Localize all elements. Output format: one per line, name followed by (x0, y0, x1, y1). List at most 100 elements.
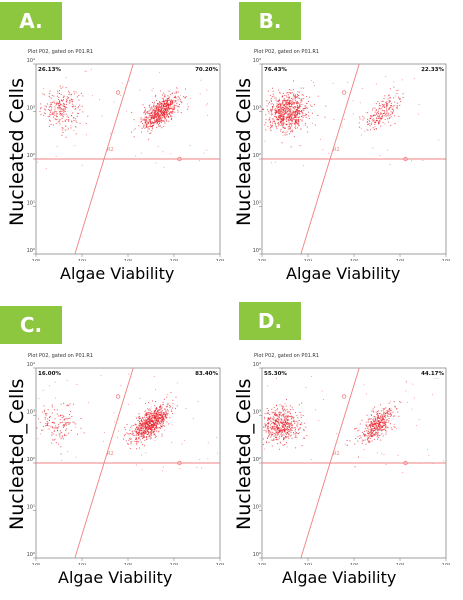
scatter-point (285, 421, 287, 423)
scatter-point (167, 104, 169, 106)
scatter-point (64, 422, 66, 424)
scatter-point (277, 428, 279, 430)
scatter-point (275, 437, 277, 439)
scatter-point (267, 423, 269, 425)
scatter-point (394, 406, 396, 408)
scatter-point (369, 125, 371, 127)
scatter-point (285, 432, 287, 434)
scatter-point (296, 96, 298, 98)
scatter-point (307, 131, 309, 133)
scatter-point (154, 417, 156, 419)
scatter-point (402, 97, 404, 99)
scatter-point (288, 433, 290, 435)
gate-label: R2 (107, 147, 114, 153)
scatter-point (381, 117, 383, 119)
scatter-point (148, 416, 150, 418)
scatter-point (283, 424, 285, 426)
scatter-point (154, 405, 156, 407)
scatter-point (292, 122, 294, 124)
scatter-point (291, 112, 293, 114)
scatter-point (288, 108, 290, 110)
scatter-point (291, 437, 293, 439)
scatter-point (294, 429, 296, 431)
scatter-point (154, 409, 156, 411)
scatter-point (143, 436, 145, 438)
scatter-point (138, 433, 140, 435)
scatter-point (139, 435, 141, 437)
scatter-point (289, 127, 291, 129)
scatter-point (153, 426, 155, 428)
scatter-point (297, 417, 299, 419)
scatter-point (150, 111, 152, 113)
scatter-point (273, 422, 275, 424)
scatter-point (367, 118, 369, 120)
scatter-point (363, 449, 365, 451)
scatter-point (378, 119, 380, 121)
scatter-point (161, 435, 163, 437)
scatter-point (149, 119, 151, 121)
scatter-point (289, 413, 291, 415)
scatter-point (179, 97, 181, 99)
scatter-point (275, 429, 277, 431)
scatter-point (283, 419, 285, 421)
scatter-point (160, 417, 162, 419)
scatter-point (162, 109, 164, 111)
scatter-point (45, 106, 47, 108)
scatter-point (365, 424, 367, 426)
scatter-point (280, 431, 282, 433)
scatter-point (144, 106, 146, 108)
scatter-point (380, 426, 382, 428)
scatter-point (280, 432, 282, 434)
scatter-point (158, 103, 160, 105)
scatter-point (131, 425, 133, 427)
scatter-point (369, 437, 371, 439)
scatter-point (144, 418, 146, 420)
scatter-point (288, 415, 290, 417)
scatter-point (68, 422, 70, 424)
scatter-point (159, 414, 161, 416)
scatter-point (397, 411, 399, 413)
scatter-point (272, 427, 274, 429)
scatter-point (299, 107, 301, 109)
scatter-point (184, 439, 186, 441)
scatter-point (299, 112, 301, 114)
scatter-point (272, 120, 274, 122)
scatter-point (292, 112, 294, 114)
scatter-point (291, 119, 293, 121)
scatter-point (374, 120, 376, 122)
scatter-point (380, 118, 382, 120)
scatter-point (181, 443, 183, 445)
scatter-point (158, 419, 160, 421)
scatter-point (158, 421, 160, 423)
scatter-point (125, 440, 127, 442)
scatter-point (297, 110, 299, 112)
scatter-point (279, 110, 281, 112)
scatter-point (61, 99, 63, 101)
scatter-point (163, 108, 165, 110)
scatter-point (145, 410, 146, 412)
scatter-point (267, 426, 269, 428)
scatter-point (380, 415, 382, 417)
plot-title: Plot P02, gated on P01.R1 (28, 353, 93, 359)
scatter-point (388, 107, 390, 109)
scatter-point (390, 427, 392, 429)
scatter-point (289, 114, 291, 116)
scatter-point (375, 114, 377, 116)
scatter-point (177, 111, 179, 113)
scatter-point (51, 432, 53, 434)
scatter-point (63, 425, 65, 427)
y-tick-label: 10³ (253, 410, 261, 416)
scatter-point (166, 119, 168, 121)
scatter-point (170, 94, 172, 96)
scatter-point (283, 437, 285, 439)
scatter-point (150, 108, 152, 110)
scatter-point (380, 419, 382, 421)
y-tick-label: 10⁴ (253, 58, 261, 64)
scatter-point (305, 387, 307, 388)
scatter-point (355, 437, 357, 439)
scatter-point (54, 108, 56, 110)
scatter-point (283, 94, 285, 96)
scatter-point (282, 424, 284, 426)
scatter-point (146, 438, 148, 440)
scatter-point (125, 429, 127, 431)
